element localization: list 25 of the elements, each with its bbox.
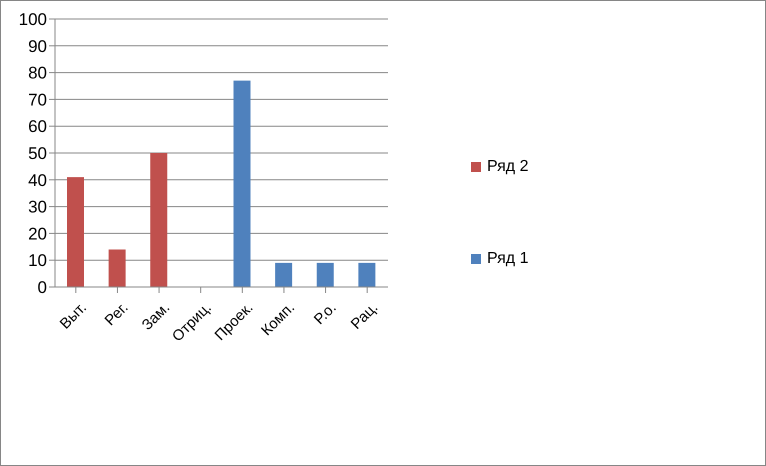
bar — [275, 262, 292, 287]
y-tick-label: 60 — [28, 117, 47, 136]
bar — [234, 80, 250, 287]
y-tick-label: 40 — [28, 170, 47, 190]
x-tick-label: Р.о. — [310, 299, 340, 328]
bar — [150, 153, 168, 287]
y-tick-label: 10 — [28, 251, 47, 270]
legend-label: Ряд 2 — [487, 158, 528, 176]
legend-label: Ряд 1 — [487, 250, 528, 268]
bar — [358, 262, 376, 287]
y-tick-label: 80 — [28, 64, 47, 83]
y-tick-label: 50 — [28, 144, 47, 164]
bar — [108, 249, 126, 287]
x-tick-label: Зам. — [138, 299, 174, 334]
y-tick-label: 90 — [28, 36, 47, 56]
y-tick-label: 20 — [28, 224, 47, 244]
y-tick-label: 70 — [28, 90, 47, 110]
x-tick-label: Выт. — [56, 299, 90, 333]
bar — [67, 177, 84, 287]
y-tick-label: 0 — [38, 278, 47, 298]
x-tick-label: Рег. — [102, 299, 132, 330]
x-tick-label: Рац. — [348, 299, 382, 333]
y-tick-label: 100 — [18, 10, 47, 30]
y-tick-label: 30 — [28, 198, 47, 217]
bar — [316, 262, 334, 287]
